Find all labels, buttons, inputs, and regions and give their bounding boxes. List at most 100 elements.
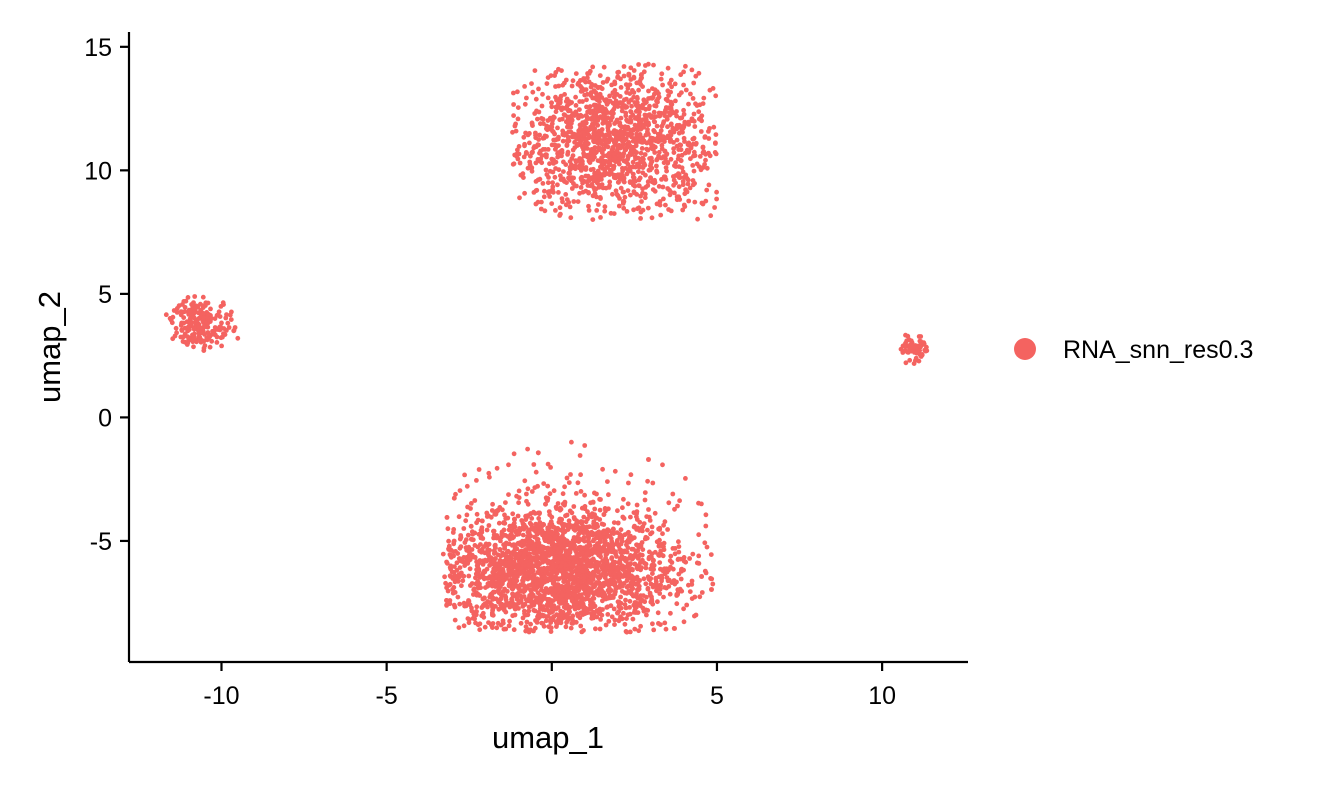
scatter-point	[662, 174, 668, 180]
scatter-point	[556, 586, 561, 592]
scatter-point	[655, 139, 661, 145]
scatter-point	[617, 574, 623, 579]
scatter-point	[522, 602, 528, 607]
scatter-point	[637, 119, 642, 125]
scatter-point	[653, 576, 659, 582]
scatter-point	[521, 522, 527, 528]
scatter-point	[511, 102, 516, 107]
scatter-point	[494, 465, 500, 471]
scatter-point	[599, 127, 605, 132]
scatter-point	[634, 150, 639, 155]
scatter-point	[552, 592, 557, 598]
scatter-point	[670, 546, 676, 551]
scatter-point	[647, 590, 653, 596]
y-tick-label: 10	[84, 157, 112, 185]
scatter-point	[627, 562, 633, 568]
scatter-point	[462, 563, 468, 568]
scatter-point	[658, 128, 664, 134]
scatter-point	[681, 107, 686, 113]
scatter-point	[524, 619, 530, 625]
scatter-point	[181, 320, 187, 326]
scatter-point	[535, 177, 541, 183]
scatter-point	[552, 525, 557, 530]
scatter-point	[660, 121, 666, 126]
scatter-point	[565, 618, 570, 623]
scatter-point	[634, 509, 640, 514]
scatter-point	[625, 161, 631, 167]
scatter-point	[662, 148, 668, 154]
scatter-point	[564, 475, 570, 481]
scatter-point	[602, 575, 608, 581]
scatter-point	[591, 519, 597, 525]
scatter-point	[922, 347, 928, 353]
scatter-point	[636, 183, 642, 189]
scatter-point	[640, 207, 646, 213]
scatter-point	[502, 512, 507, 518]
scatter-point	[714, 189, 719, 195]
scatter-point	[668, 564, 673, 570]
scatter-point	[640, 593, 646, 598]
scatter-point	[597, 575, 603, 581]
scatter-point	[680, 169, 686, 175]
scatter-point	[171, 308, 177, 313]
scatter-point	[699, 501, 704, 507]
scatter-point	[457, 601, 463, 607]
scatter-point	[691, 168, 697, 174]
scatter-point	[568, 124, 574, 130]
scatter-point	[506, 555, 511, 561]
scatter-point	[632, 178, 638, 184]
scatter-point	[645, 147, 651, 153]
scatter-point	[474, 604, 480, 610]
scatter-point	[491, 558, 496, 564]
scatter-point	[641, 521, 647, 526]
scatter-point	[577, 190, 582, 196]
scatter-point	[545, 461, 551, 467]
scatter-point	[536, 137, 541, 142]
scatter-point	[583, 87, 589, 92]
scatter-point	[563, 513, 568, 519]
scatter-point	[633, 605, 639, 610]
scatter-point	[560, 598, 565, 604]
scatter-point	[646, 507, 651, 512]
scatter-point	[580, 524, 586, 530]
scatter-point	[648, 175, 653, 181]
scatter-point	[456, 625, 462, 630]
scatter-point	[517, 526, 522, 531]
scatter-point	[694, 161, 700, 167]
scatter-point	[582, 538, 587, 544]
scatter-point	[461, 526, 467, 531]
scatter-point	[663, 202, 668, 208]
scatter-point	[654, 157, 660, 163]
scatter-point	[591, 88, 597, 93]
scatter-point	[619, 130, 625, 136]
scatter-point	[636, 62, 641, 67]
scatter-point	[666, 500, 672, 506]
scatter-point	[231, 328, 237, 334]
scatter-point	[701, 95, 707, 101]
scatter-point	[477, 575, 483, 580]
scatter-point	[200, 294, 206, 300]
scatter-point	[908, 342, 913, 347]
scatter-point	[607, 179, 613, 185]
scatter-point	[704, 165, 710, 171]
scatter-point	[490, 603, 495, 608]
scatter-point	[235, 335, 241, 341]
scatter-point	[541, 481, 547, 486]
scatter-point	[511, 578, 517, 584]
scatter-point	[580, 137, 586, 142]
scatter-point	[898, 346, 904, 352]
scatter-point	[587, 104, 593, 109]
scatter-point	[542, 208, 548, 214]
scatter-point	[527, 539, 532, 545]
scatter-point	[191, 309, 197, 315]
scatter-point	[664, 96, 670, 102]
scatter-point	[542, 574, 547, 580]
scatter-point	[638, 150, 644, 156]
scatter-point	[709, 576, 715, 582]
scatter-point	[551, 115, 557, 120]
scatter-point	[530, 601, 536, 606]
scatter-point	[651, 109, 657, 115]
scatter-point	[670, 491, 676, 497]
scatter-point	[553, 534, 558, 540]
scatter-point	[562, 499, 568, 505]
